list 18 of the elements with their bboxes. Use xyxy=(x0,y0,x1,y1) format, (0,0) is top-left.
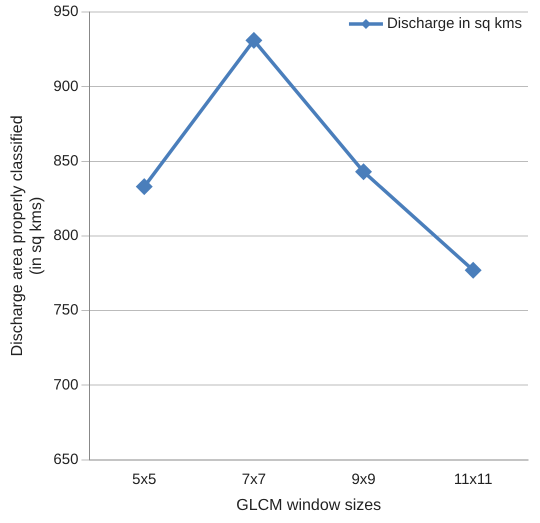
y-tick-label: 800 xyxy=(53,227,78,244)
y-tick-label: 950 xyxy=(53,3,78,20)
y-tick-label: 750 xyxy=(53,302,78,319)
y-tick-label: 700 xyxy=(53,376,78,394)
point xyxy=(136,178,152,194)
x-tick-label: 11x11 xyxy=(454,470,493,488)
x-tick-label: 5x5 xyxy=(132,470,156,488)
x-tick-label: 7x7 xyxy=(242,470,266,488)
y-tick-label: 650 xyxy=(53,450,78,468)
legend-label: Discharge in sq kms xyxy=(386,15,522,32)
y-axis-title: Discharge area properly classified (in sq kms) xyxy=(9,115,46,356)
point xyxy=(465,262,481,278)
y-tick-label: 850 xyxy=(53,152,78,170)
point xyxy=(246,32,262,48)
x-tick-label: 9x9 xyxy=(351,470,376,488)
point xyxy=(356,164,372,180)
x-axis-title: GLCM window sizes xyxy=(236,496,382,514)
y-tick-label: 900 xyxy=(53,78,78,95)
